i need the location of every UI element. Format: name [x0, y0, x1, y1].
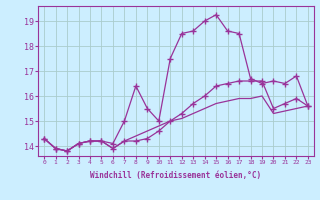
X-axis label: Windchill (Refroidissement éolien,°C): Windchill (Refroidissement éolien,°C) [91, 171, 261, 180]
